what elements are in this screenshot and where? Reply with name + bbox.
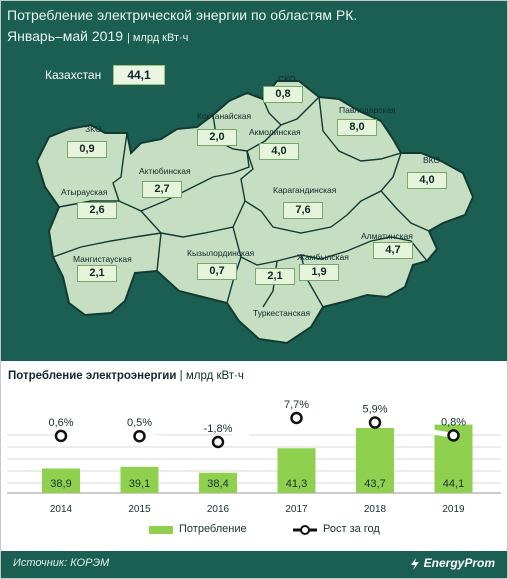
region-value-akmola: 4,0 — [259, 143, 299, 160]
region-name-turkestan: Туркестанская — [253, 308, 311, 318]
chart-unit: | млрд кВт·ч — [179, 370, 244, 382]
bar-2015 — [120, 466, 159, 493]
growth-label: 5,9% — [362, 404, 387, 416]
x-tick-label: 2019 — [442, 504, 465, 515]
growth-label: 0,8% — [441, 416, 466, 428]
growth-point — [54, 429, 68, 443]
title-unit: | млрд кВт·ч — [126, 32, 189, 44]
page-title: Потребление электрической энергии по обл… — [7, 5, 357, 49]
source-note: Источник: КОРЭМ — [13, 557, 110, 569]
region-value-mangistau: 2,1 — [77, 265, 117, 282]
region-name-zhambyl: Жамбылская — [297, 252, 349, 262]
region-value-almaty: 4,7 — [373, 242, 413, 259]
region-value-zko: 0,9 — [67, 141, 107, 158]
legend-bar-label: Потребление — [179, 523, 247, 535]
region-name-aktobe: Актюбинская — [139, 166, 191, 176]
region-value-turkestan: 2,1 — [255, 268, 295, 285]
x-tick-label: 2015 — [128, 504, 151, 515]
x-tick-label: 2016 — [207, 504, 230, 515]
growth-point — [368, 416, 382, 429]
bar-value-label: 44,1 — [443, 478, 464, 490]
chart-title-text: Потребление электроэнергии — [8, 370, 177, 382]
lightning-icon — [410, 557, 419, 570]
kazakhstan-total-value: 44,1 — [113, 65, 165, 85]
chart-legend: Потребление Рост за год — [1, 523, 507, 539]
legend-line-swatch — [293, 525, 317, 535]
bar-value-label: 39,1 — [129, 478, 150, 490]
growth-label: 0,6% — [48, 417, 73, 429]
growth-label: 0,5% — [127, 417, 152, 429]
x-tick-label: 2017 — [285, 504, 308, 515]
region-name-pavlodar: Павлодарская — [339, 105, 396, 115]
region-name-zko: ЗКО — [85, 124, 102, 134]
region-value-aktobe: 2,7 — [142, 181, 182, 198]
bar-value-label: 38,9 — [50, 478, 71, 490]
legend-bar-swatch — [149, 526, 173, 534]
bar-2014 — [42, 468, 80, 493]
region-value-karaganda: 7,6 — [283, 202, 323, 219]
growth-label: 7,7% — [284, 399, 309, 411]
consumption-chart: 38,9 2014 39,1 2015 38,4 2016 41,3 2017 43,7 2018… — [7, 399, 501, 515]
region-name-vko: ВКО — [423, 155, 441, 165]
growth-label: -1,8% — [204, 423, 233, 435]
brand-logo: EnergyProm — [409, 556, 495, 570]
bar-2018 — [356, 427, 394, 493]
bar-2017 — [277, 448, 316, 493]
chart-title: Потребление электроэнергии | млрд кВт·ч — [8, 370, 244, 382]
region-value-pavlodar: 8,0 — [337, 119, 377, 136]
title-period: Январь–май 2019 — [7, 28, 124, 44]
growth-line — [60, 416, 454, 444]
region-value-kostanay: 2,0 — [197, 129, 237, 146]
growth-point — [211, 435, 225, 449]
region-name-atyrau: Атырауская — [61, 187, 108, 197]
bar-2016 — [199, 472, 237, 493]
region-name-almaty: Алматинская — [361, 231, 413, 241]
kazakhstan-total-label: Казахстан — [45, 68, 102, 82]
growth-point — [133, 429, 146, 443]
region-value-kyzylorda: 0,7 — [197, 263, 237, 280]
title-line-1: Потребление электрической энергии по обл… — [7, 7, 358, 23]
region-name-sko: СКО — [278, 74, 296, 84]
title-line-2: Январь–май 2019 | млрд кВт·ч — [7, 26, 357, 49]
region-name-akmola: Акмолинская — [249, 127, 301, 137]
region-name-karaganda: Карагандинская — [273, 185, 337, 195]
region-value-atyrau: 2,6 — [77, 202, 117, 219]
growth-point — [290, 411, 303, 425]
region-value-sko: 0,8 — [263, 86, 303, 103]
map-panel: Потребление электрической энергии по обл… — [1, 1, 507, 361]
kazakhstan-map — [35, 80, 475, 345]
legend-line-label: Рост за год — [323, 523, 380, 535]
region-name-kostanay: Костанайская — [197, 111, 252, 121]
bar-value-label: 41,3 — [286, 478, 307, 490]
region-name-kyzylorda: Кызылординская — [187, 248, 255, 258]
bar-value-label: 38,4 — [207, 478, 228, 490]
region-value-zhambyl: 1,9 — [299, 264, 339, 281]
footer: Источник: КОРЭМ EnergyProm — [1, 551, 507, 578]
growth-point — [447, 429, 460, 442]
brand-name: EnergyProm — [423, 556, 495, 570]
x-tick-label: 2018 — [364, 504, 387, 515]
region-value-vko: 4,0 — [407, 172, 447, 189]
bar-value-label: 43,7 — [364, 478, 385, 490]
x-tick-label: 2014 — [50, 504, 73, 515]
region-name-mangistau: Мангистауская — [73, 254, 132, 264]
